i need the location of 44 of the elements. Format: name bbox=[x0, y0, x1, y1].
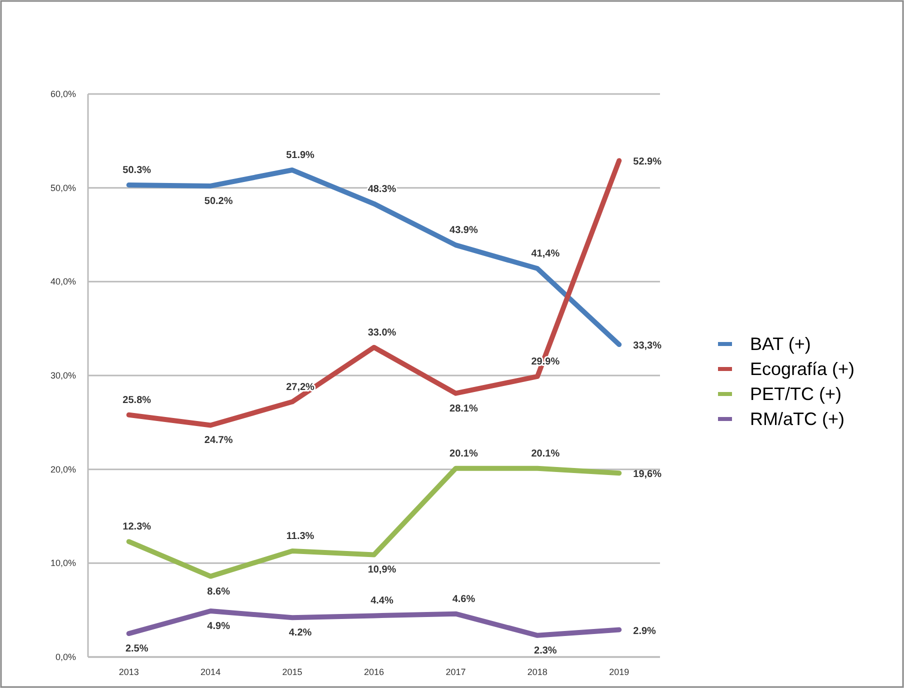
y-tick-label: 10,0% bbox=[50, 558, 76, 568]
x-tick-label: 2019 bbox=[609, 667, 630, 677]
legend-label: Ecografía (+) bbox=[750, 359, 855, 379]
legend-label: BAT (+) bbox=[750, 334, 811, 354]
legend-label: PET/TC (+) bbox=[750, 384, 842, 404]
data-label: 2.5% bbox=[125, 644, 148, 655]
x-tick-label: 2014 bbox=[200, 667, 221, 677]
data-label: 19,6% bbox=[633, 469, 662, 480]
x-tick-label: 2018 bbox=[527, 667, 548, 677]
x-tick-label: 2013 bbox=[118, 667, 139, 677]
data-label: 8.6% bbox=[207, 586, 230, 598]
data-label: 50.2% bbox=[204, 196, 233, 207]
x-tick-label: 2016 bbox=[364, 667, 384, 677]
data-label: 24.7% bbox=[204, 435, 233, 446]
data-label: 33.0% bbox=[368, 327, 396, 338]
data-label: 11.3% bbox=[286, 530, 314, 542]
data-label: 2.9% bbox=[633, 626, 656, 637]
data-label: 20.1% bbox=[450, 448, 478, 460]
y-tick-label: 60,0% bbox=[50, 89, 76, 99]
data-label: 12.3% bbox=[122, 522, 152, 533]
data-label: 52.9% bbox=[633, 156, 662, 168]
y-tick-label: 0,0% bbox=[55, 652, 76, 662]
y-tick-label: 20,0% bbox=[50, 464, 76, 474]
data-label: 50.3% bbox=[122, 165, 152, 176]
data-label: 4.4% bbox=[370, 596, 394, 607]
data-label: 20.1% bbox=[531, 448, 560, 460]
data-label: 43.9% bbox=[450, 225, 478, 236]
data-label: 51.9% bbox=[286, 150, 315, 162]
data-label: 48.3% bbox=[368, 184, 396, 195]
data-label: 25.8% bbox=[122, 394, 152, 406]
data-label: 10,9% bbox=[368, 564, 396, 576]
data-label: 33,3% bbox=[633, 340, 662, 352]
data-label: 2.3% bbox=[534, 645, 557, 656]
y-tick-label: 30,0% bbox=[50, 370, 76, 380]
legend-label: RM/aTC (+) bbox=[750, 409, 844, 429]
data-label: 4.9% bbox=[207, 621, 230, 632]
x-tick-label: 2015 bbox=[282, 667, 302, 677]
data-label: 28.1% bbox=[450, 403, 478, 414]
data-label: 4.2% bbox=[288, 628, 312, 639]
y-tick-label: 40,0% bbox=[50, 276, 76, 287]
data-label: 41,4% bbox=[531, 248, 560, 260]
x-tick-label: 2017 bbox=[446, 667, 466, 677]
data-label: 4.6% bbox=[452, 594, 476, 605]
y-tick-label: 50,0% bbox=[50, 182, 76, 193]
